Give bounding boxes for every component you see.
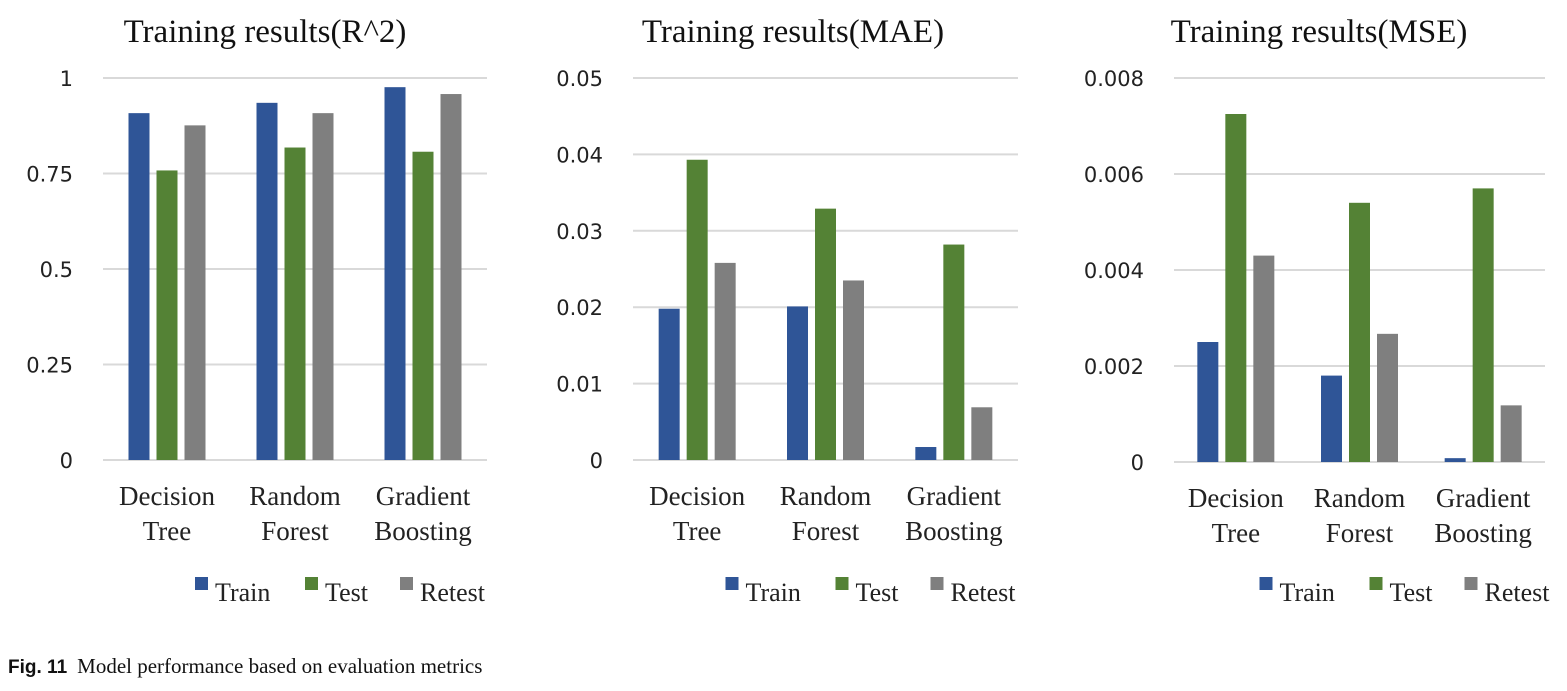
caption-text: Model performance based on evaluation me…	[77, 654, 483, 678]
x-tick-label: Random	[249, 481, 341, 511]
legend-swatch-test	[305, 577, 318, 590]
y-tick-label: 0.008	[1084, 67, 1144, 91]
y-tick-label: 0.004	[1084, 259, 1144, 283]
bar-test	[943, 244, 965, 460]
chart-title: Training results(MSE)	[1171, 14, 1468, 50]
bar-train	[915, 447, 937, 460]
legend-label: Test	[856, 578, 900, 607]
bar-train	[384, 87, 406, 460]
bar-train	[1321, 375, 1342, 462]
x-tick-label: Gradient	[907, 481, 1002, 511]
chart-title: Training results(R^2)	[124, 14, 407, 50]
x-tick-label: Boosting	[1434, 518, 1532, 548]
chart-title: Training results(MAE)	[642, 14, 944, 50]
bar-train	[787, 306, 808, 460]
legend-label: Train	[215, 578, 270, 607]
legend-swatch-retest	[930, 577, 944, 590]
x-tick-label: Boosting	[374, 516, 472, 546]
bar-test	[686, 159, 708, 461]
figure-label: Fig. 11	[8, 657, 68, 678]
y-tick-label: 1	[60, 67, 73, 91]
y-tick-label: 0.75	[26, 163, 73, 187]
x-tick-label: Forest	[261, 516, 329, 546]
bar-test	[284, 147, 306, 461]
y-tick-label: 0.03	[556, 220, 603, 244]
bar-train	[128, 113, 150, 461]
bar-test	[1472, 188, 1494, 462]
bar-test	[156, 170, 178, 460]
legend-label: Test	[325, 578, 369, 607]
bar-retest	[1500, 405, 1522, 462]
y-tick-label: 0.02	[556, 296, 603, 320]
y-tick-label: 0.04	[556, 143, 603, 167]
bar-retest	[843, 280, 864, 460]
y-tick-label: 0	[590, 449, 603, 473]
y-tick-label: 0.01	[556, 373, 603, 397]
y-tick-label: 0.5	[40, 258, 73, 282]
legend-label: Train	[746, 578, 801, 607]
legend-label: Train	[1280, 578, 1335, 607]
bar-retest	[184, 125, 206, 461]
x-tick-label: Decision	[119, 481, 215, 511]
bar-retest	[1377, 333, 1398, 462]
figure-caption: Fig. 11 Model performance based on evalua…	[8, 654, 482, 679]
x-tick-label: Boosting	[905, 516, 1003, 546]
bar-test	[1225, 114, 1247, 462]
bar-retest	[971, 407, 993, 460]
y-tick-label: 0.002	[1084, 355, 1144, 379]
bar-retest	[312, 113, 334, 461]
legend-label: Test	[1390, 578, 1434, 607]
legend-swatch-test	[1369, 577, 1383, 590]
y-tick-label: 0.05	[556, 67, 603, 91]
bar-retest	[714, 262, 736, 460]
x-tick-label: Random	[780, 481, 872, 511]
bar-retest	[1253, 255, 1275, 462]
legend-swatch-retest	[400, 577, 413, 590]
bar-test	[412, 151, 434, 460]
figure-charts: Training results(R^2) 0 0.25 0.5 0.75 1 Decisi…	[26, 14, 1551, 607]
y-tick-label: 0.25	[26, 354, 73, 378]
legend-swatch-test	[835, 577, 849, 590]
x-tick-label: Decision	[649, 481, 745, 511]
legend-label: Retest	[420, 578, 486, 607]
x-tick-label: Tree	[143, 516, 192, 546]
x-tick-label: Tree	[1212, 518, 1261, 548]
bar-train	[658, 308, 680, 460]
x-tick-label: Random	[1314, 483, 1406, 513]
y-tick-label: 0	[60, 449, 73, 473]
bar-train	[1197, 342, 1219, 462]
y-tick-label: 0	[1131, 451, 1144, 475]
legend-swatch-train	[195, 577, 208, 590]
bar-retest	[440, 94, 462, 460]
bar-test	[815, 208, 836, 460]
bar-train	[256, 102, 278, 460]
x-tick-label: Gradient	[376, 481, 471, 511]
legend-label: Retest	[1485, 578, 1551, 607]
legend-swatch-train	[1259, 577, 1273, 590]
legend-label: Retest	[951, 578, 1017, 607]
bar-test	[1349, 202, 1370, 463]
legend-swatch-retest	[1464, 577, 1478, 590]
bar-train	[1444, 458, 1466, 462]
x-tick-label: Tree	[673, 516, 722, 546]
x-tick-label: Gradient	[1436, 483, 1531, 513]
y-tick-label: 0.006	[1084, 163, 1144, 187]
x-tick-label: Forest	[1326, 518, 1394, 548]
legend-swatch-train	[725, 577, 739, 590]
x-tick-label: Decision	[1188, 483, 1284, 513]
x-tick-label: Forest	[792, 516, 860, 546]
